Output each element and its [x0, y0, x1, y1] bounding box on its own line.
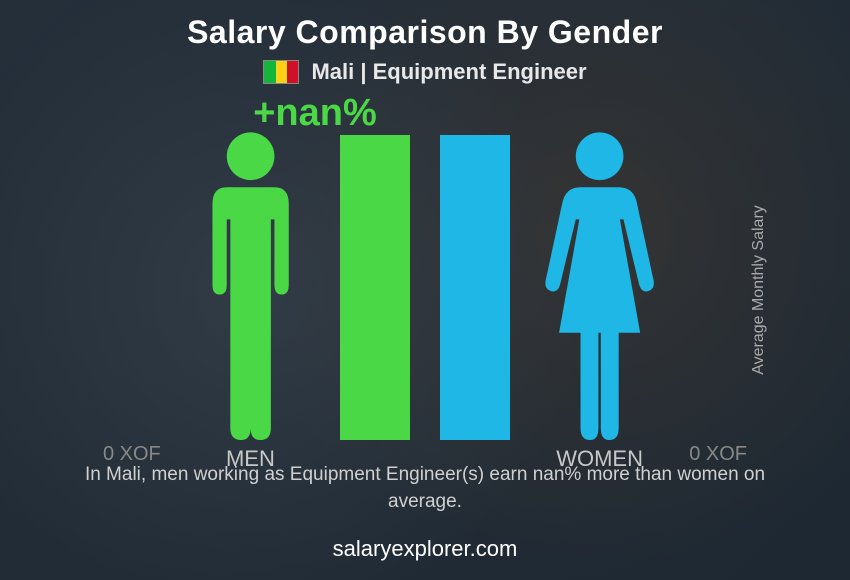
women-bar-column: . — [440, 130, 510, 472]
subtitle-row: Mali | Equipment Engineer — [0, 59, 850, 85]
separator: | — [354, 59, 372, 84]
footer-source: salaryexplorer.com — [0, 536, 850, 562]
percent-difference-label: +nan% — [253, 92, 377, 135]
country-job-label: Mali | Equipment Engineer — [311, 59, 586, 85]
infographic-content: Salary Comparison By Gender Mali | Equip… — [0, 0, 850, 580]
job-title: Equipment Engineer — [373, 59, 587, 84]
chart-area: 0 XOF MEN . . WOMEN 0 XOF — [0, 130, 850, 472]
woman-icon — [540, 130, 659, 440]
country-flag-icon — [263, 60, 299, 84]
description-text: In Mali, men working as Equipment Engine… — [60, 461, 790, 516]
men-bar-column: . — [340, 130, 410, 472]
men-icon-column: MEN — [191, 130, 310, 472]
vertical-axis-label: Average Monthly Salary — [750, 205, 768, 375]
women-icon-column: WOMEN — [540, 130, 659, 472]
man-icon — [191, 130, 310, 440]
women-bar — [440, 135, 510, 440]
country-name: Mali — [311, 59, 354, 84]
main-title: Salary Comparison By Gender — [0, 0, 850, 51]
men-bar — [340, 135, 410, 440]
